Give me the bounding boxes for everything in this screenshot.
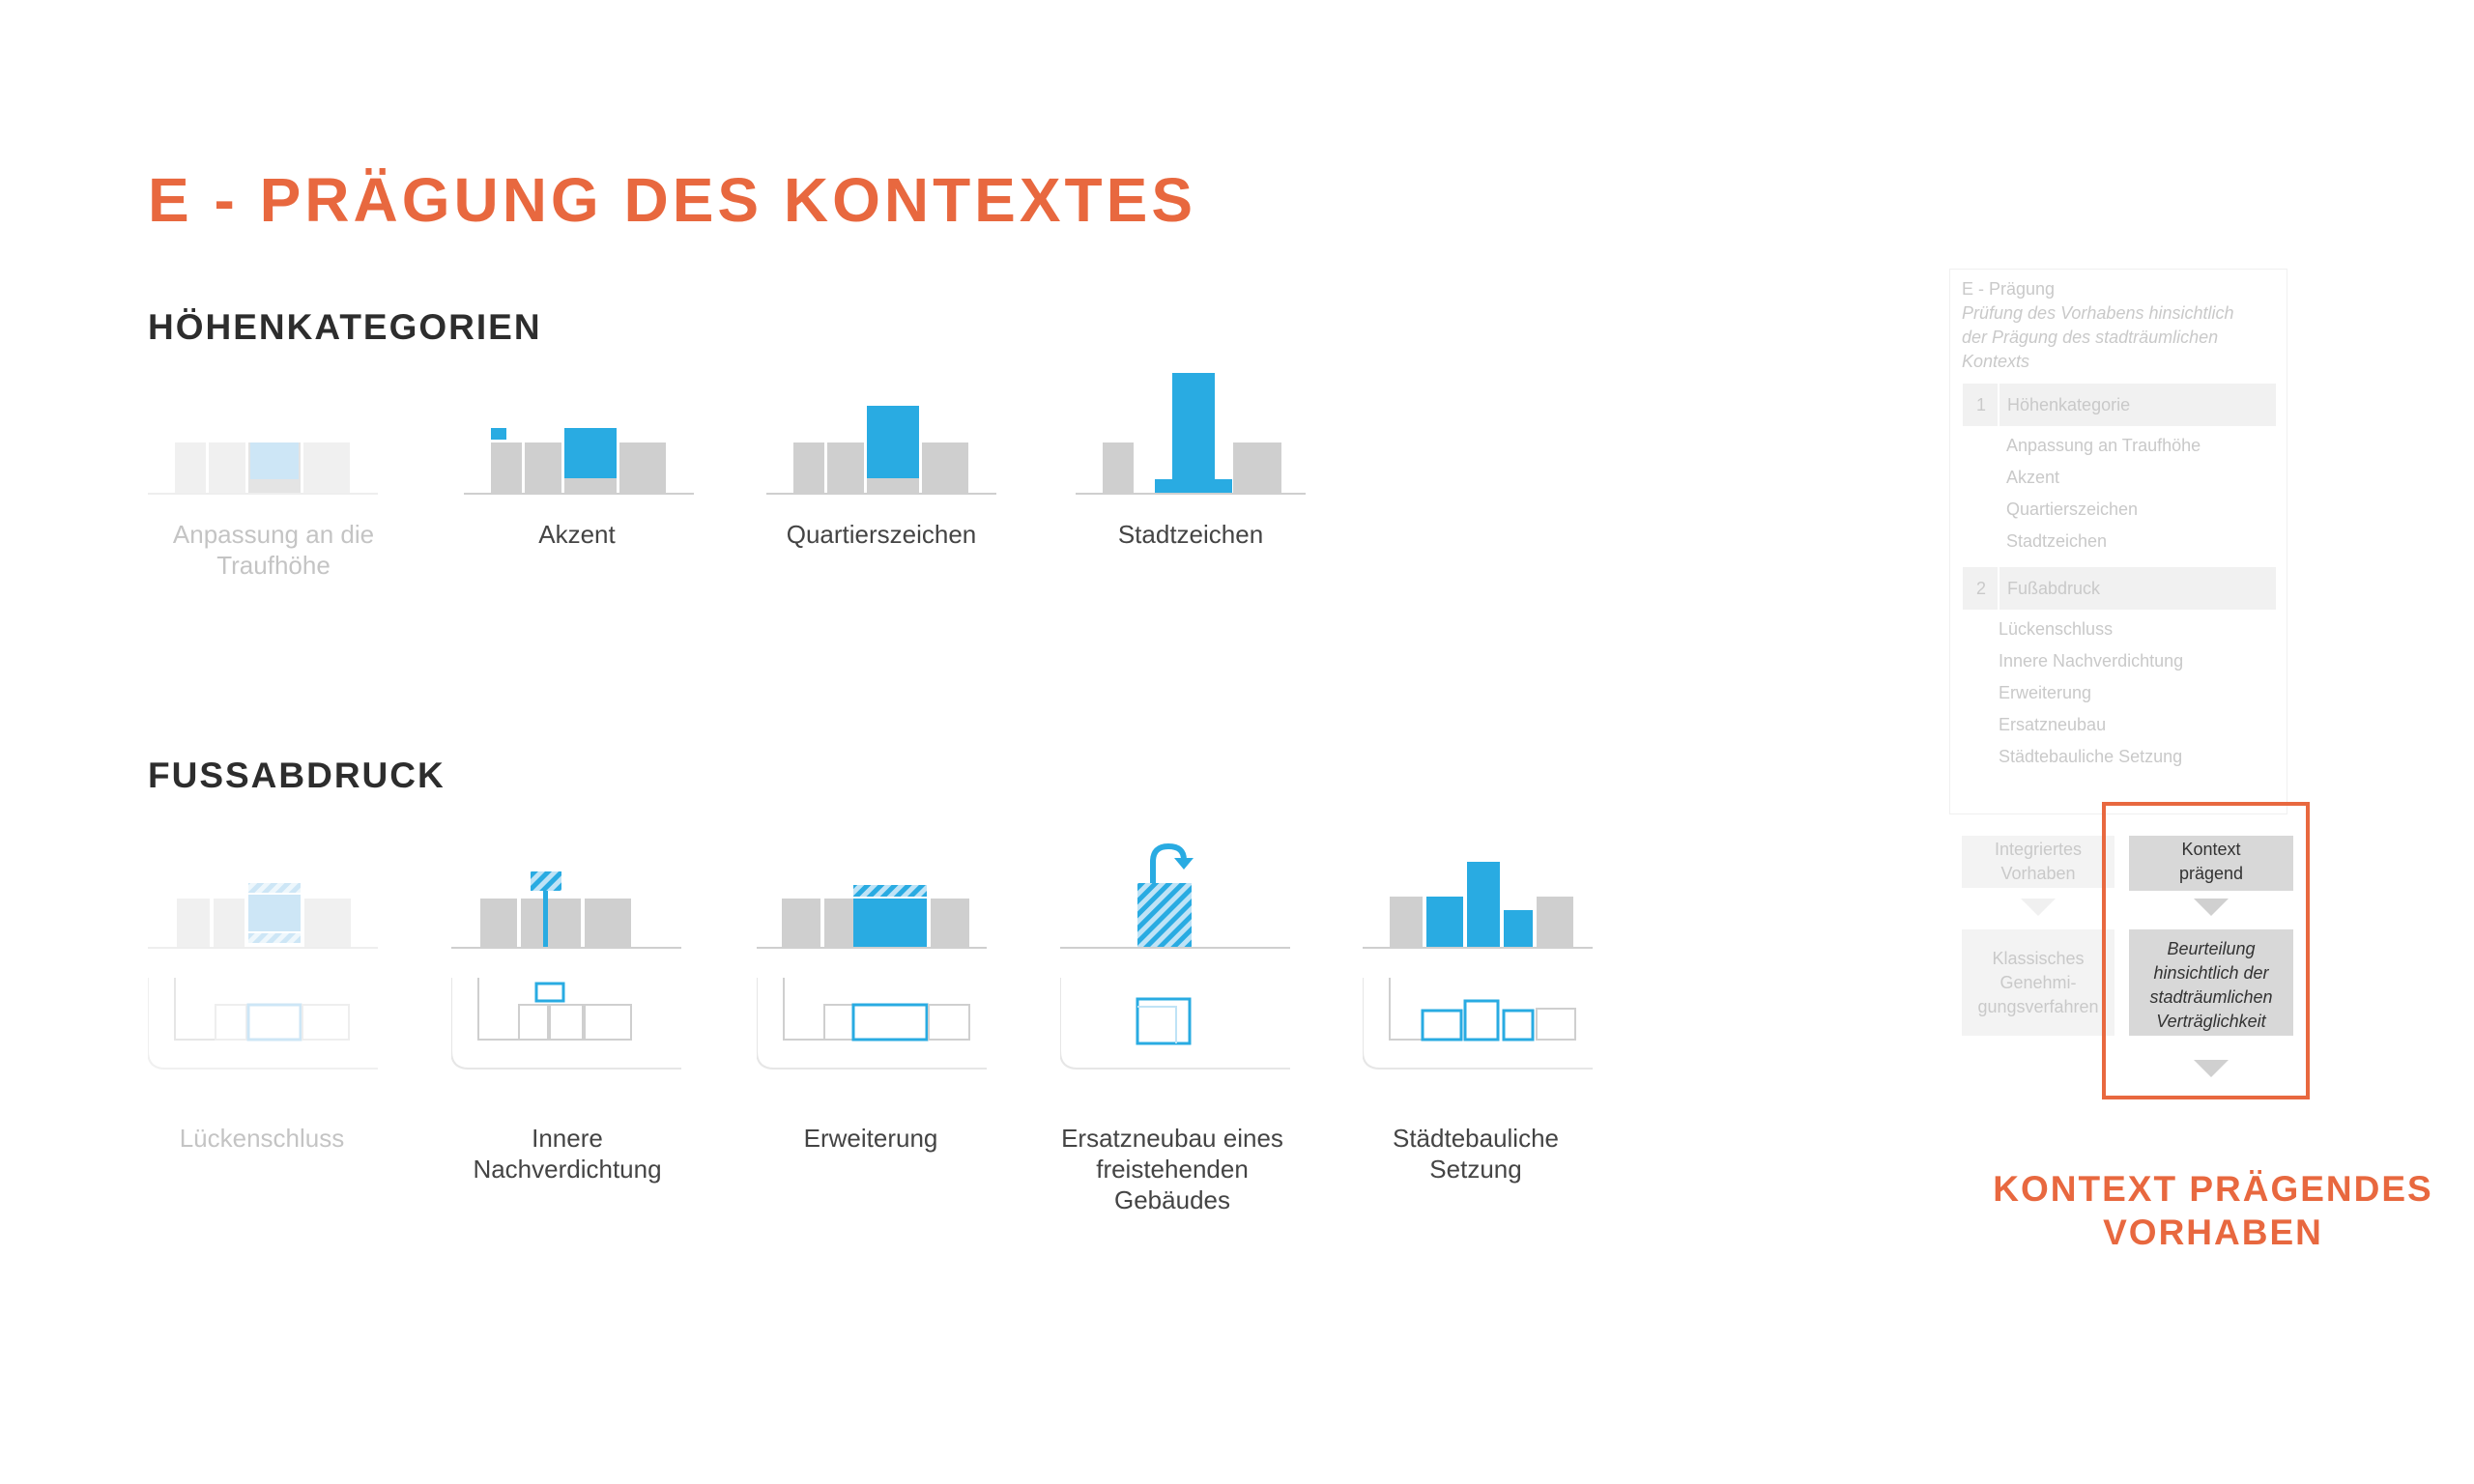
result-label: KONTEXT PRÄGENDES VORHABEN: [1993, 1169, 2433, 1252]
hoehen-icon-akzent: [464, 367, 705, 502]
hoehen-icon-stadtzeichen: [1076, 367, 1317, 502]
panel-group-hoehenkategorie: 1 Höhenkategorie: [1963, 384, 2276, 426]
section-heading-fussabdruck: FUSSABDRUCK: [148, 756, 446, 795]
panel-item: Quartierszeichen: [2006, 499, 2139, 519]
fuss-caption-setzung: Städtebauliche Setzung: [1392, 1124, 1560, 1184]
arrow-down-icon: [2194, 1060, 2229, 1077]
panel-item: Lückenschluss: [1999, 619, 2114, 639]
panel-item: Städtebauliche Setzung: [1999, 747, 2183, 766]
fuss-caption-lueckenschluss: Lückenschluss: [179, 1124, 345, 1153]
fuss-icon-nachverdichtung: [451, 870, 693, 1082]
arrow-down-icon: [2194, 899, 2229, 916]
panel-item: Akzent: [2006, 468, 2060, 487]
hoehen-caption-quartierszeichen: Quartierszeichen: [786, 520, 977, 549]
hoehen-caption-akzent: Akzent: [538, 520, 616, 549]
hoehen-icon-quartierszeichen: [766, 367, 1008, 502]
panel-group-fussabdruck: 2 Fußabdruck: [1963, 567, 2276, 610]
fuss-caption-erweiterung: Erweiterung: [803, 1124, 938, 1153]
panel-title: E - Prägung: [1962, 279, 2056, 299]
panel-subtitle-line-3: Kontexts: [1962, 352, 2030, 371]
arrow-down-icon: [2021, 899, 2056, 916]
flow-box-beurteilung: Beurteilung hinsichtlich der stadträumlich…: [2129, 929, 2293, 1036]
flow-box-integriertes-vorhaben: Integriertes Vorhaben: [1962, 836, 2114, 888]
flow-box-kontext-praegend: Kontext prägend: [2129, 836, 2293, 891]
fuss-icon-lueckenschluss: [148, 870, 389, 1082]
hoehen-icon-traufhoehe: [148, 367, 389, 502]
panel-item: Ersatzneubau: [1999, 715, 2107, 734]
flow-box-klassisches-verfahren: Klassisches Genehmi-gungsverfahren: [1962, 929, 2114, 1036]
fuss-caption-nachverdichtung: Innere Nachverdichtung: [473, 1124, 662, 1184]
panel-subtitle-line-1: Prüfung des Vorhabens hinsichtlich: [1962, 303, 2234, 323]
highlight-frame: [2102, 802, 2310, 1099]
fuss-caption-ersatzneubau: Ersatzneubau eines freistehenden Gebäudes: [1061, 1124, 1283, 1214]
fuss-icon-ersatzneubau: [1060, 839, 1302, 1082]
hoehen-caption-stadtzeichen: Stadtzeichen: [1117, 520, 1264, 549]
hoehen-caption-traufhoehe: Anpassung an die Traufhöhe: [172, 520, 375, 580]
panel-item: Innere Nachverdichtung: [1999, 651, 2184, 671]
fuss-icon-erweiterung: [757, 870, 998, 1082]
page-title: E - PRÄGUNG DES KONTEXTES: [148, 165, 1196, 235]
panel-item: Erweiterung: [1999, 683, 2092, 702]
panel-subtitle-line-2: der Prägung des stadträumlichen: [1962, 328, 2219, 347]
panel-item: Stadtzeichen: [2006, 531, 2108, 551]
section-heading-hoehenkategorien: HÖHENKATEGORIEN: [148, 307, 542, 347]
panel-item: Anpassung an Traufhöhe: [2006, 436, 2201, 455]
reference-panel: E - Prägung Prüfung des Vorhabens hinsic…: [1949, 269, 2287, 814]
fuss-icon-setzung: [1363, 850, 1604, 1082]
